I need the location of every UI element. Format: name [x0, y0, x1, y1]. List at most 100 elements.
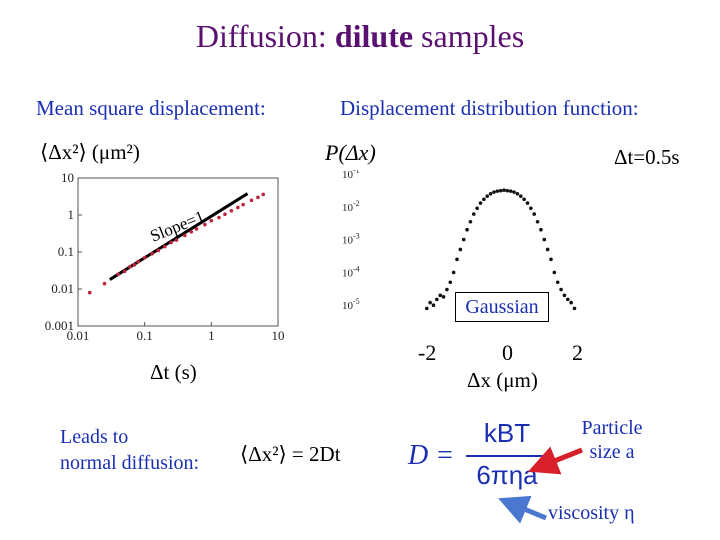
pd-y-tick-exponent: -5 [353, 297, 360, 306]
msd-data-point [209, 218, 214, 223]
msd-y-tick-label: 0.01 [51, 281, 74, 296]
pd-data-point [562, 293, 567, 298]
msd-data-point [132, 263, 137, 267]
x-tick-neg2: -2 [418, 340, 437, 365]
msd-data-point [102, 281, 107, 286]
dt-label: Δt=0.5s [614, 145, 680, 169]
left-heading: Mean square displacement: [36, 96, 266, 120]
msd-data-point [189, 230, 194, 234]
slide-title: Diffusion: dilute samples [0, 18, 720, 55]
msd-y-tick-label: 0.001 [45, 318, 74, 333]
pd-data-point [435, 297, 439, 302]
msd-data-point [116, 272, 120, 277]
msd-data-point [174, 238, 179, 242]
pd-data-point [428, 300, 432, 305]
msd-x-tick-label: 0.1 [137, 328, 153, 343]
pd-data-point [441, 295, 446, 299]
gaussian-label: Gaussian [455, 292, 549, 322]
pd-data-point [505, 188, 510, 193]
pd-data-point [518, 194, 523, 199]
msd-data-point [142, 255, 147, 260]
particle-line-2: size a [589, 441, 635, 463]
pd-data-point [532, 212, 537, 216]
pd-y-tick-label: 10-5 [342, 297, 360, 312]
pd-data-point [512, 190, 516, 194]
particle-label: Particle size a [572, 416, 652, 464]
pd-data-point [569, 300, 573, 305]
formula-d: D = [408, 440, 455, 471]
msd-x-tick-label: 1 [208, 328, 215, 343]
pd-data-point [535, 219, 540, 224]
pd-data-point [485, 194, 490, 199]
msd-data-point [162, 244, 167, 249]
pd-data-point [445, 287, 449, 292]
pd-data-point [555, 280, 560, 285]
msd-data-point [241, 202, 245, 207]
msd-data-point [156, 248, 161, 253]
viscosity-arrow [498, 495, 547, 524]
title-plain: Diffusion: [195, 18, 335, 54]
pd-y-tick-exponent: -1 [353, 170, 360, 175]
right-ylabel: P(Δx) [325, 140, 376, 165]
msd-data-point [122, 269, 127, 274]
particle-arrow [528, 446, 583, 475]
pd-data-point [498, 188, 503, 193]
pd-data-point [475, 206, 479, 211]
msd-data-point [236, 205, 240, 210]
msd-data-point [183, 233, 187, 238]
pd-data-point [572, 306, 577, 311]
msd-plot-frame [77, 177, 279, 327]
msd-data-point [223, 212, 227, 217]
pd-data-point [451, 270, 456, 275]
pd-data-point [495, 189, 500, 193]
pd-y-tick-label: 10-2 [342, 199, 360, 214]
pd-data-point [465, 227, 469, 232]
msd-data-point [136, 259, 141, 264]
pd-data-point [455, 257, 459, 262]
msd-data-point [261, 192, 266, 197]
msd-x-tick-label: 10 [272, 328, 285, 343]
leads-line-2: normal diffusion: [60, 452, 200, 474]
x-tick-2: 2 [572, 340, 583, 365]
pd-data-point [461, 237, 466, 242]
pd-y-tick-exponent: -3 [353, 232, 360, 241]
msd-data-point [217, 215, 221, 220]
diffusion-equation: ⟨Δx²⟩ = 2Dt [240, 442, 341, 466]
pd-y-tick-exponent: -4 [353, 264, 360, 273]
pd-data-point [515, 191, 520, 196]
pd-data-point [549, 257, 553, 262]
pd-data-point [529, 206, 533, 211]
distribution-plot: 10-1 10-2 10-3 10-4 10-5 [342, 170, 577, 312]
pd-data-point [525, 201, 530, 205]
leads-line-1: Leads to [60, 426, 129, 448]
pd-data-point [552, 270, 557, 275]
left-xlabel: Δt (s) [150, 360, 197, 384]
msd-data-point [128, 264, 132, 269]
pd-data-point [424, 306, 429, 311]
annotation-arrows [498, 446, 583, 524]
pd-y-tick-label: 10-1 [342, 170, 360, 181]
pd-data-point [478, 201, 483, 205]
msd-y-tick-label: 0.1 [58, 244, 74, 259]
pd-data-point [542, 237, 547, 242]
msd-data-point [150, 251, 155, 256]
pd-data-point [522, 197, 526, 202]
formula-denominator: 6πηa [476, 460, 538, 490]
right-heading: Displacement distribution function: [340, 96, 639, 120]
right-xlabel: Δx (μm) [467, 368, 538, 392]
pd-data-point [539, 227, 543, 232]
pd-data-point [448, 280, 453, 285]
pd-data-point [468, 219, 473, 224]
msd-x-tick-label: 0.01 [67, 328, 90, 343]
left-ylabel: ⟨Δx²⟩ (μm²) [40, 140, 140, 164]
msd-data-point [229, 208, 234, 213]
title-rest: samples [413, 18, 525, 54]
pd-data-point [565, 297, 570, 302]
pd-data-point [502, 188, 506, 193]
x-tick-0: 0 [502, 340, 513, 365]
pd-data-point [545, 247, 550, 252]
formula-numerator: kBT [483, 418, 531, 448]
title-bold: dilute [334, 18, 414, 54]
pd-data-point [492, 190, 496, 194]
pd-data-point [471, 212, 476, 216]
